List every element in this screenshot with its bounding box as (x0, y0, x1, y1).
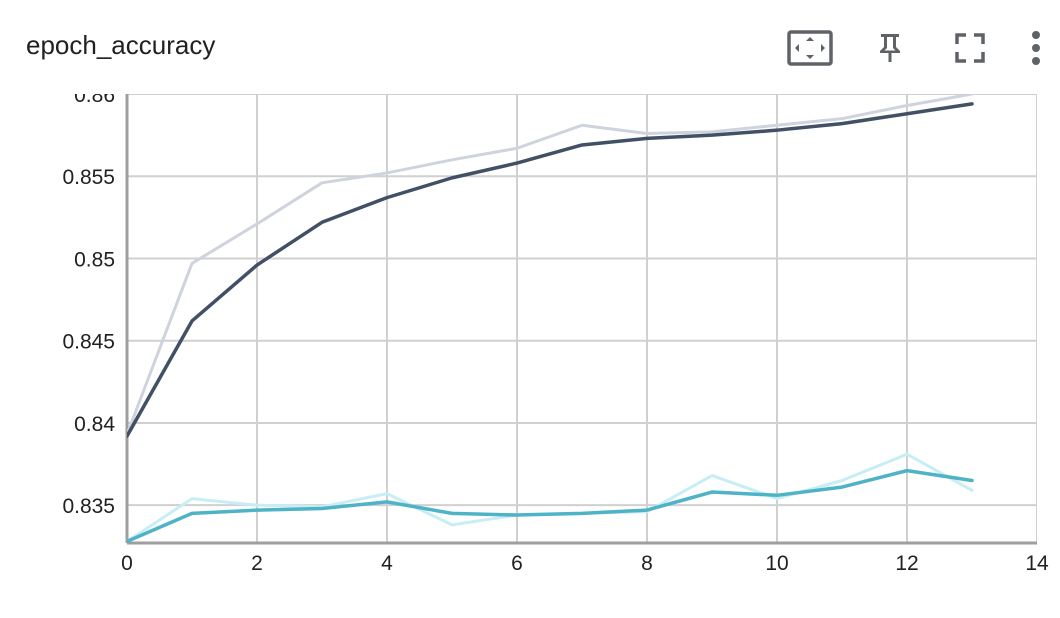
series-line-validation (127, 468, 974, 543)
y-tick-label: 0.84 (74, 413, 115, 436)
series-line-validation-raw (127, 452, 974, 543)
grid (127, 94, 1037, 543)
fullscreen-icon (955, 33, 985, 63)
more-vert-icon (1032, 31, 1040, 65)
chart-title: epoch_accuracy (26, 30, 216, 60)
series-line-train-raw (127, 94, 974, 436)
x-tick-label: 14 (1025, 552, 1049, 575)
x-tick-label: 2 (251, 552, 263, 575)
pin-icon (880, 34, 900, 62)
y-tick-label: 0.845 (62, 331, 115, 354)
fit-to-data-icon (787, 30, 833, 66)
x-tick-label: 6 (511, 552, 523, 575)
x-tick-label: 0 (121, 552, 133, 575)
y-tick-label: 0.855 (62, 166, 115, 189)
x-tick-label: 4 (381, 552, 393, 575)
tick-labels: 0.835 0.84 0.845 0.85 0.855 0.86 0 2 4 6 8 10 12 14 (62, 84, 1049, 575)
card-toolbar (754, 24, 1046, 72)
fullscreen-button[interactable] (946, 24, 994, 72)
fit-domain-button[interactable] (786, 24, 834, 72)
more-options-button[interactable] (1026, 24, 1046, 72)
x-tick-label: 10 (765, 552, 788, 575)
y-tick-label: 0.835 (62, 495, 115, 518)
axes (125, 94, 1037, 545)
series-line-train (127, 102, 974, 438)
x-tick-label: 8 (641, 552, 653, 575)
series-group (127, 94, 974, 543)
y-tick-label: 0.85 (74, 248, 115, 271)
y-tick-label: 0.86 (74, 84, 115, 107)
pin-button[interactable] (866, 24, 914, 72)
x-tick-label: 12 (895, 552, 918, 575)
